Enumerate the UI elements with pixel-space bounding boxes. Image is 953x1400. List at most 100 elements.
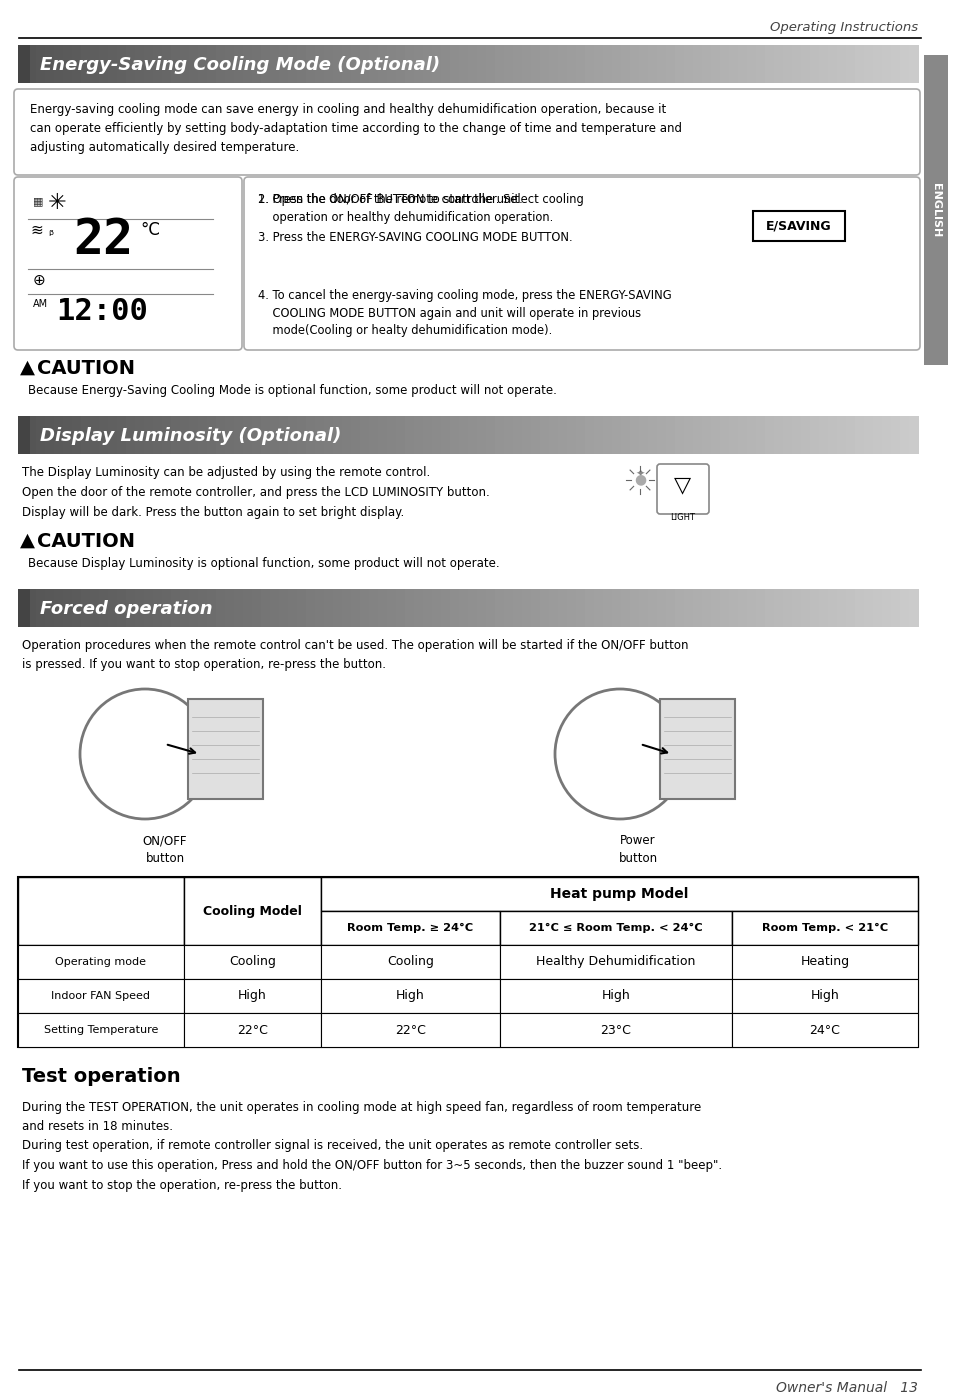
Bar xyxy=(458,45,469,83)
Text: 23°C: 23°C xyxy=(600,1023,631,1036)
Bar xyxy=(827,589,837,627)
Bar xyxy=(728,589,739,627)
Bar xyxy=(324,416,334,454)
Bar xyxy=(809,589,820,627)
Bar xyxy=(485,416,496,454)
Bar xyxy=(692,416,702,454)
Text: 2. Open the door of the remote controller. Select cooling
    operation or healt: 2. Open the door of the remote controlle… xyxy=(257,193,583,224)
Bar xyxy=(341,416,352,454)
Bar xyxy=(566,45,577,83)
Bar xyxy=(738,416,747,454)
Bar xyxy=(890,589,900,627)
Bar xyxy=(495,589,504,627)
Bar xyxy=(27,589,37,627)
Bar xyxy=(36,589,46,627)
Text: Owner's Manual   13: Owner's Manual 13 xyxy=(775,1380,917,1394)
Bar xyxy=(198,589,208,627)
Bar xyxy=(184,1014,320,1047)
Bar xyxy=(162,416,172,454)
Bar xyxy=(818,589,828,627)
Bar xyxy=(539,589,550,627)
Bar xyxy=(629,589,639,627)
Bar xyxy=(422,45,433,83)
Bar xyxy=(503,45,514,83)
Bar xyxy=(863,45,873,83)
Bar xyxy=(791,45,801,83)
Bar xyxy=(341,589,352,627)
Bar xyxy=(872,416,882,454)
Text: AM: AM xyxy=(33,300,48,309)
Bar xyxy=(440,416,451,454)
Bar xyxy=(405,45,415,83)
Bar xyxy=(450,45,459,83)
Bar xyxy=(675,416,684,454)
Bar xyxy=(243,416,253,454)
Text: ✦: ✦ xyxy=(635,469,644,479)
Bar xyxy=(395,589,406,627)
Bar xyxy=(665,589,676,627)
Bar xyxy=(485,45,496,83)
Bar xyxy=(773,45,783,83)
Text: Cooling: Cooling xyxy=(229,955,275,969)
Bar xyxy=(184,945,320,979)
Bar xyxy=(539,416,550,454)
Bar xyxy=(683,45,693,83)
Bar xyxy=(395,45,406,83)
Bar xyxy=(923,55,947,365)
Bar xyxy=(539,45,550,83)
Bar xyxy=(90,45,100,83)
Bar xyxy=(863,416,873,454)
Bar xyxy=(659,699,734,799)
Bar xyxy=(126,45,136,83)
FancyBboxPatch shape xyxy=(244,176,919,350)
Bar xyxy=(882,589,891,627)
Bar xyxy=(710,416,720,454)
Bar xyxy=(612,589,621,627)
Bar xyxy=(710,589,720,627)
Text: ▽: ▽ xyxy=(674,475,691,496)
Bar xyxy=(225,589,234,627)
Text: Heat pump Model: Heat pump Model xyxy=(550,888,688,902)
Text: ≋: ≋ xyxy=(30,223,43,238)
Bar xyxy=(144,416,153,454)
Text: °C: °C xyxy=(140,221,160,239)
Bar xyxy=(890,45,900,83)
Bar xyxy=(531,589,540,627)
Bar xyxy=(503,589,514,627)
Bar xyxy=(27,45,37,83)
Bar xyxy=(701,589,711,627)
Bar xyxy=(171,416,181,454)
Bar xyxy=(18,416,28,454)
Bar xyxy=(499,1014,731,1047)
Bar xyxy=(414,589,423,627)
Text: High: High xyxy=(810,990,839,1002)
Bar xyxy=(189,416,199,454)
Bar xyxy=(207,45,216,83)
Bar xyxy=(369,416,378,454)
Bar xyxy=(324,589,334,627)
Bar xyxy=(414,45,423,83)
Bar xyxy=(189,589,199,627)
Bar xyxy=(908,589,918,627)
Bar xyxy=(152,416,163,454)
Bar xyxy=(63,416,73,454)
Bar xyxy=(548,589,558,627)
Bar xyxy=(341,45,352,83)
Bar xyxy=(602,45,613,83)
Bar xyxy=(27,416,37,454)
Bar xyxy=(135,416,145,454)
Bar xyxy=(468,589,477,627)
Text: Cooling: Cooling xyxy=(387,955,434,969)
Bar xyxy=(369,45,378,83)
Bar xyxy=(513,45,522,83)
Bar xyxy=(746,416,757,454)
Bar xyxy=(252,416,262,454)
Bar xyxy=(422,416,433,454)
Bar xyxy=(566,589,577,627)
Bar xyxy=(188,699,263,799)
Text: ⊕: ⊕ xyxy=(33,273,46,288)
Bar xyxy=(854,45,864,83)
Bar xyxy=(728,45,739,83)
Bar xyxy=(584,45,595,83)
Bar xyxy=(683,589,693,627)
